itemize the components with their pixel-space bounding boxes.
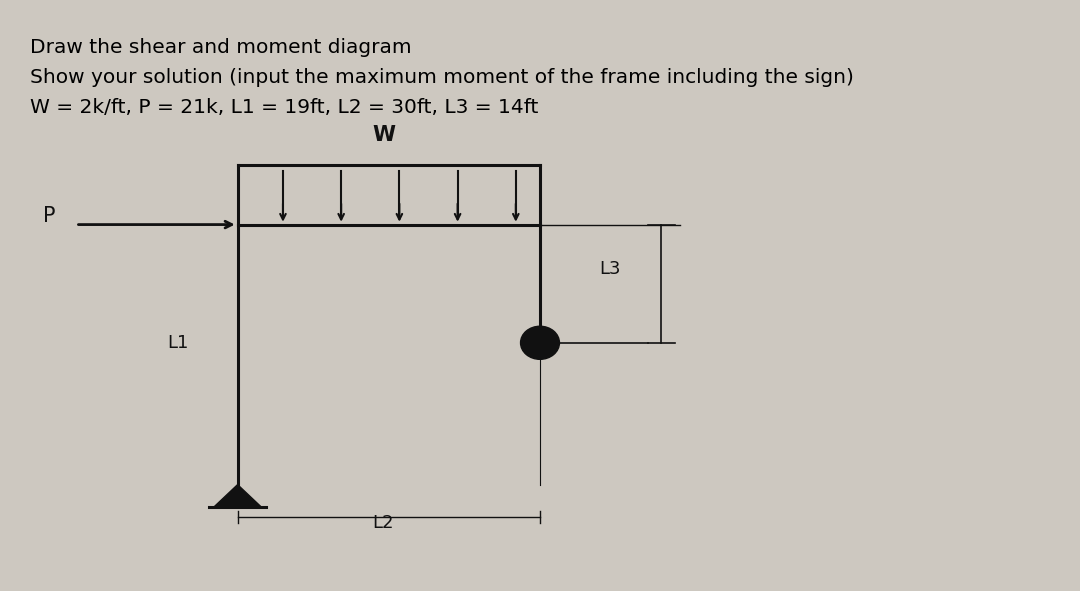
Polygon shape xyxy=(214,485,261,507)
Text: W = 2k/ft, P = 21k, L1 = 19ft, L2 = 30ft, L3 = 14ft: W = 2k/ft, P = 21k, L1 = 19ft, L2 = 30ft… xyxy=(30,98,539,116)
Text: W: W xyxy=(372,125,395,145)
Ellipse shape xyxy=(521,326,559,359)
Text: Draw the shear and moment diagram: Draw the shear and moment diagram xyxy=(30,38,411,57)
Text: P: P xyxy=(43,206,56,226)
Text: L1: L1 xyxy=(167,334,189,352)
Text: L2: L2 xyxy=(373,514,394,532)
Text: L3: L3 xyxy=(599,260,621,278)
Text: Show your solution (input the maximum moment of the frame including the sign): Show your solution (input the maximum mo… xyxy=(30,68,854,87)
